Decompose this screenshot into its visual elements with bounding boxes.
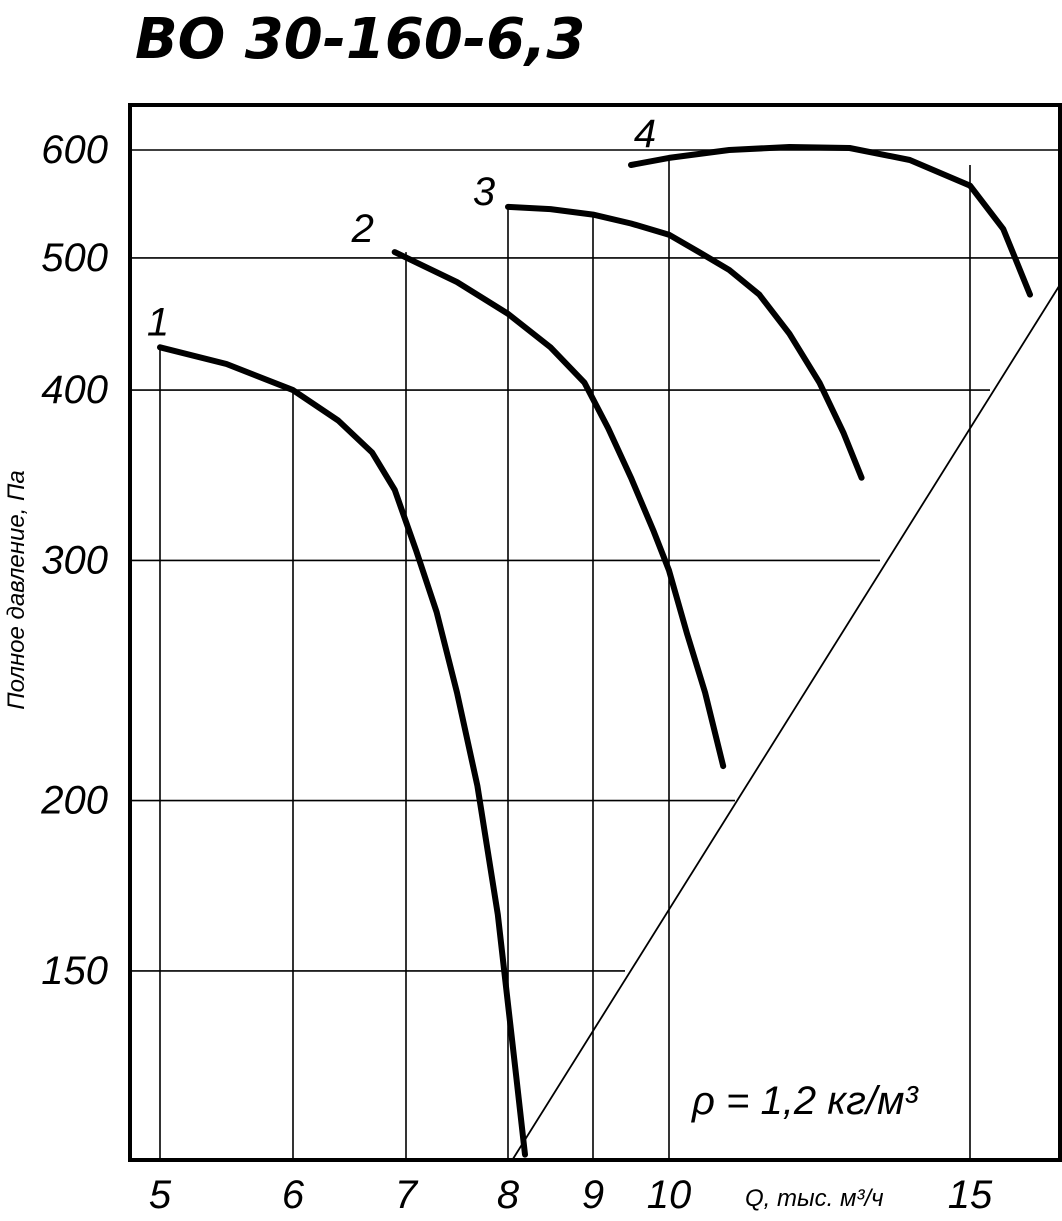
grid-lines <box>130 149 1060 1160</box>
curve-1 <box>157 344 528 1158</box>
y-tick-label-400: 400 <box>41 368 108 412</box>
curve-4 <box>628 144 1033 298</box>
x-axis-label: Q, тыс. м³/ч <box>745 1185 884 1212</box>
curve-label-4: 4 <box>634 112 656 156</box>
limit-line <box>511 284 1061 1161</box>
x-tick-label-8: 8 <box>497 1173 520 1217</box>
x-tick-label-9: 9 <box>582 1173 604 1217</box>
x-tick-label-10: 10 <box>647 1173 692 1217</box>
density-annotation: ρ = 1,2 кг/м³ <box>691 1079 919 1123</box>
curve-3 <box>505 203 865 481</box>
x-tick-labels: 5 6 7 8 9 10 15 <box>149 1173 993 1217</box>
x-tick-label-7: 7 <box>395 1173 419 1217</box>
y-tick-label-600: 600 <box>41 128 108 172</box>
x-tick-label-5: 5 <box>149 1173 172 1217</box>
x-tick-label-15: 15 <box>948 1173 993 1217</box>
y-tick-label-500: 500 <box>41 236 108 280</box>
y-axis-label: Полное давление, Па <box>3 470 30 710</box>
curve-label-2: 2 <box>351 207 374 251</box>
y-tick-label-200: 200 <box>40 779 108 823</box>
y-tick-labels: 600 500 400 300 200 150 <box>40 128 108 993</box>
curve-label-1: 1 <box>147 300 169 344</box>
y-tick-label-300: 300 <box>41 538 108 582</box>
curve-label-3: 3 <box>473 170 495 214</box>
plot-frame <box>128 103 1062 1162</box>
x-tick-label-6: 6 <box>282 1173 305 1217</box>
chart-title: ВО 30-160-6,3 <box>135 7 585 72</box>
curve-labels: 1 2 3 4 <box>147 112 656 344</box>
y-tick-label-150: 150 <box>41 949 108 993</box>
limit-line-layer <box>511 284 1061 1161</box>
curve-2 <box>391 249 727 770</box>
curves-layer <box>157 144 1033 1158</box>
